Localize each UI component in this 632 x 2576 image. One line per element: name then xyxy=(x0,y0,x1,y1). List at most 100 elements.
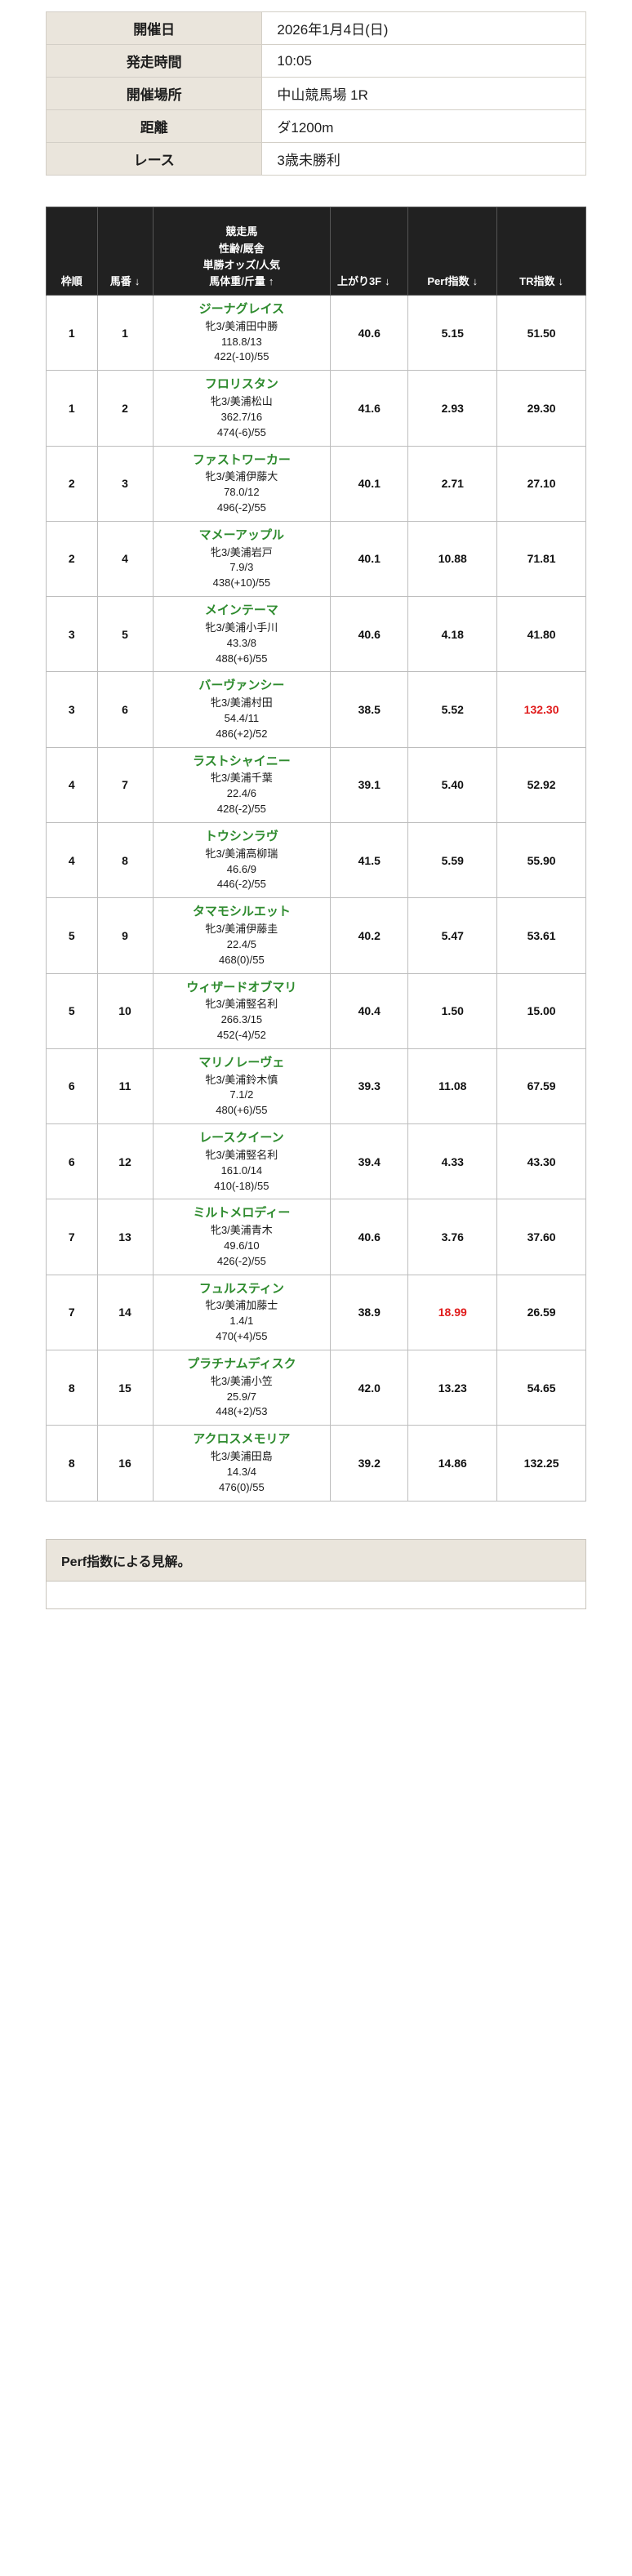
table-row[interactable]: 5 10 ウィザードオブマリ 牝3/美浦竪名利 266.3/15 452(-4)/52 40… xyxy=(46,972,586,1049)
entries-header-row: 枠順 馬番 ↓ 競走馬 性齢/厩舎 単勝オッズ/人気 馬体重/ xyxy=(46,207,586,296)
horse-name-link[interactable]: アクロスメモリア xyxy=(193,1432,291,1447)
horse-name-link[interactable]: バーヴァンシー xyxy=(198,678,285,693)
horse-info-cell[interactable]: マリノレーヴェ 牝3/美浦鈴木慎 7.1/2 480(+6)/55 xyxy=(152,1048,332,1125)
horse-info-cell[interactable]: アクロスメモリア 牝3/美浦田島 14.3/4 476(0)/55 xyxy=(152,1425,332,1502)
horse-meta-line: 452(-4)/52 xyxy=(216,1028,266,1041)
horse-meta-line: 480(+6)/55 xyxy=(216,1104,268,1117)
column-header-horse[interactable]: 競走馬 性齢/厩舎 単勝オッズ/人気 馬体重/斤量 ↑ xyxy=(152,207,332,296)
horse-name-link[interactable]: マメーアップル xyxy=(198,527,285,542)
horse-name-link[interactable]: ミルトメロディー xyxy=(193,1206,291,1221)
horse-info-cell[interactable]: マメーアップル 牝3/美浦岩戸 7.9/3 438(+10)/55 xyxy=(152,520,332,598)
horse-meta-line: 牝3/美浦松山 xyxy=(210,395,273,408)
last-3f-cell: 39.3 xyxy=(330,1048,409,1125)
horse-info-cell[interactable]: タマモシルエット 牝3/美浦伊藤圭 22.4/5 468(0)/55 xyxy=(152,897,332,974)
horse-number-cell: 2 xyxy=(96,370,154,447)
sort-arrow-up-icon[interactable]: ↑ xyxy=(268,274,274,287)
frame-number-cell: 5 xyxy=(46,972,98,1049)
horse-info-cell[interactable]: バーヴァンシー 牝3/美浦村田 54.4/11 486(+2)/52 xyxy=(152,671,332,748)
column-header-tr-index[interactable]: TR指数 ↓ xyxy=(496,207,586,296)
horse-info-cell[interactable]: ミルトメロディー 牝3/美浦青木 49.6/10 426(-2)/55 xyxy=(152,1199,332,1275)
horse-meta-line: 牝3/美浦伊藤大 xyxy=(205,470,278,483)
horse-name-link[interactable]: ジーナグレイス xyxy=(198,302,285,316)
perf-index-cell: 1.50 xyxy=(407,972,498,1049)
sort-arrow-down-icon[interactable]: ↓ xyxy=(385,274,390,287)
frame-number-cell: 4 xyxy=(46,821,98,899)
column-header-horse-number[interactable]: 馬番 ↓ xyxy=(96,207,154,296)
table-row[interactable]: 8 16 アクロスメモリア 牝3/美浦田島 14.3/4 476(0)/55 39.2 14.… xyxy=(46,1425,586,1502)
sort-arrow-down-icon[interactable]: ↓ xyxy=(558,274,564,287)
perf-index-cell: 2.93 xyxy=(407,370,498,447)
horse-info-cell[interactable]: フロリスタン 牝3/美浦松山 362.7/16 474(-6)/55 xyxy=(152,370,332,447)
perf-index-cell: 3.76 xyxy=(407,1199,498,1275)
horse-info-cell[interactable]: トウシンラヴ 牝3/美浦高柳瑞 46.6/9 446(-2)/55 xyxy=(152,821,332,899)
table-row[interactable]: 6 11 マリノレーヴェ 牝3/美浦鈴木慎 7.1/2 480(+6)/55 39.3 11.… xyxy=(46,1048,586,1125)
table-row[interactable]: 1 2 フロリスタン 牝3/美浦松山 362.7/16 474(-6)/55 41.6 2.9… xyxy=(46,370,586,447)
race-info-label-date: 開催日 xyxy=(45,11,263,45)
horse-meta-line: 14.3/4 xyxy=(226,1465,256,1478)
table-row[interactable]: 8 15 プラチナムディスク 牝3/美浦小笠 25.9/7 448(+2)/53 42.0 1… xyxy=(46,1349,586,1426)
sort-arrow-down-icon[interactable]: ↓ xyxy=(472,274,478,287)
frame-number-cell: 4 xyxy=(46,746,98,823)
race-info-label-start-time: 発走時間 xyxy=(45,44,263,78)
column-header-perf-index[interactable]: Perf指数 ↓ xyxy=(407,207,498,296)
last-3f-cell: 40.6 xyxy=(330,294,409,371)
table-row[interactable]: 4 8 トウシンラヴ 牝3/美浦高柳瑞 46.6/9 446(-2)/55 41.5 5.59… xyxy=(46,821,586,899)
horse-info-cell[interactable]: ラストシャイニー 牝3/美浦千葉 22.4/6 428(-2)/55 xyxy=(152,746,332,823)
table-row[interactable]: 6 12 レースクイーン 牝3/美浦竪名利 161.0/14 410(-18)/55 39.… xyxy=(46,1123,586,1200)
tr-index-cell: 132.25 xyxy=(496,1425,586,1502)
horse-name-link[interactable]: メインテーマ xyxy=(204,603,278,618)
tr-index-cell: 132.30 xyxy=(496,671,586,748)
table-row[interactable]: 1 1 ジーナグレイス 牝3/美浦田中勝 118.8/13 422(-10)/55 40.6… xyxy=(46,294,586,371)
horse-meta-line: 22.4/6 xyxy=(226,787,256,800)
frame-number-cell: 8 xyxy=(46,1349,98,1426)
horse-name-link[interactable]: ウィザードオブマリ xyxy=(186,980,297,994)
horse-name-link[interactable]: ファストワーカー xyxy=(192,452,291,467)
horse-meta-line: 牝3/美浦青木 xyxy=(210,1224,273,1237)
horse-name-link[interactable]: フロリスタン xyxy=(204,377,278,392)
race-info-value-venue: 中山競馬場 1R xyxy=(261,77,586,110)
horse-number-cell: 12 xyxy=(96,1123,154,1200)
tr-index-cell: 55.90 xyxy=(496,821,586,899)
horse-info-cell[interactable]: ファストワーカー 牝3/美浦伊藤大 78.0/12 496(-2)/55 xyxy=(152,445,332,522)
sort-arrow-down-icon[interactable]: ↓ xyxy=(134,274,140,287)
horse-name-link[interactable]: トウシンラヴ xyxy=(204,829,278,843)
column-header-horse-number-label: 馬番 xyxy=(109,274,131,287)
tr-index-cell: 54.65 xyxy=(496,1349,586,1426)
horse-number-cell: 6 xyxy=(96,671,154,748)
table-row[interactable]: 2 3 ファストワーカー 牝3/美浦伊藤大 78.0/12 496(-2)/55 40.1 2… xyxy=(46,445,586,522)
table-row[interactable]: 7 13 ミルトメロディー 牝3/美浦青木 49.6/10 426(-2)/55 40.6 3… xyxy=(46,1199,586,1275)
horse-name-link[interactable]: ラストシャイニー xyxy=(193,754,291,768)
table-row[interactable]: 7 14 フュルスティン 牝3/美浦加藤士 1.4/1 470(+4)/55 38.9 18.… xyxy=(46,1274,586,1350)
table-row[interactable]: 3 5 メインテーマ 牝3/美浦小手川 43.3/8 488(+6)/55 40.6 4.18… xyxy=(46,596,586,673)
horse-info-cell[interactable]: プラチナムディスク 牝3/美浦小笠 25.9/7 448(+2)/53 xyxy=(152,1349,332,1426)
perf-index-cell: 5.59 xyxy=(407,821,498,899)
race-info-label-distance: 距離 xyxy=(45,109,263,143)
column-header-last-3f[interactable]: 上がり3F ↓ xyxy=(330,207,409,296)
horse-meta-line: 牝3/美浦千葉 xyxy=(210,772,273,785)
horse-name-link[interactable]: タマモシルエット xyxy=(192,905,291,919)
horse-meta-line: 牝3/美浦伊藤圭 xyxy=(205,923,278,935)
entries-table-body: 1 1 ジーナグレイス 牝3/美浦田中勝 118.8/13 422(-10)/55 40.6… xyxy=(46,294,586,1502)
entries-table: 枠順 馬番 ↓ 競走馬 性齢/厩舎 単勝オッズ/人気 馬体重/ xyxy=(46,207,586,1502)
column-header-horse-line1: 競走馬 xyxy=(225,225,258,238)
horse-meta-line: 牝3/美浦村田 xyxy=(210,696,273,710)
horse-info-cell[interactable]: ウィザードオブマリ 牝3/美浦竪名利 266.3/15 452(-4)/52 xyxy=(152,972,332,1049)
perf-index-cell: 2.71 xyxy=(407,445,498,522)
horse-name-link[interactable]: マリノレーヴェ xyxy=(198,1055,285,1070)
column-header-frame[interactable]: 枠順 xyxy=(46,207,98,296)
table-row[interactable]: 5 9 タマモシルエット 牝3/美浦伊藤圭 22.4/5 468(0)/55 40.2 5.4… xyxy=(46,897,586,974)
horse-info-cell[interactable]: レースクイーン 牝3/美浦竪名利 161.0/14 410(-18)/55 xyxy=(152,1123,332,1200)
table-row[interactable]: 3 6 バーヴァンシー 牝3/美浦村田 54.4/11 486(+2)/52 38.5 5.5… xyxy=(46,671,586,748)
horse-info-cell[interactable]: ジーナグレイス 牝3/美浦田中勝 118.8/13 422(-10)/55 xyxy=(152,294,332,371)
table-row[interactable]: 2 4 マメーアップル 牝3/美浦岩戸 7.9/3 438(+10)/55 40.1 10.8… xyxy=(46,520,586,598)
table-row[interactable]: 4 7 ラストシャイニー 牝3/美浦千葉 22.4/6 428(-2)/55 39.1 5.4… xyxy=(46,746,586,823)
horse-name-link[interactable]: レースクイーン xyxy=(199,1131,284,1146)
horse-meta-line: 46.6/9 xyxy=(226,862,256,875)
frame-number-cell: 6 xyxy=(46,1123,98,1200)
horse-number-cell: 7 xyxy=(96,746,154,823)
horse-info-cell[interactable]: メインテーマ 牝3/美浦小手川 43.3/8 488(+6)/55 xyxy=(152,596,332,673)
horse-name-link[interactable]: プラチナムディスク xyxy=(187,1356,296,1371)
perf-index-cell: 10.88 xyxy=(407,520,498,598)
horse-name-link[interactable]: フュルスティン xyxy=(198,1281,284,1296)
horse-info-cell[interactable]: フュルスティン 牝3/美浦加藤士 1.4/1 470(+4)/55 xyxy=(152,1274,332,1350)
